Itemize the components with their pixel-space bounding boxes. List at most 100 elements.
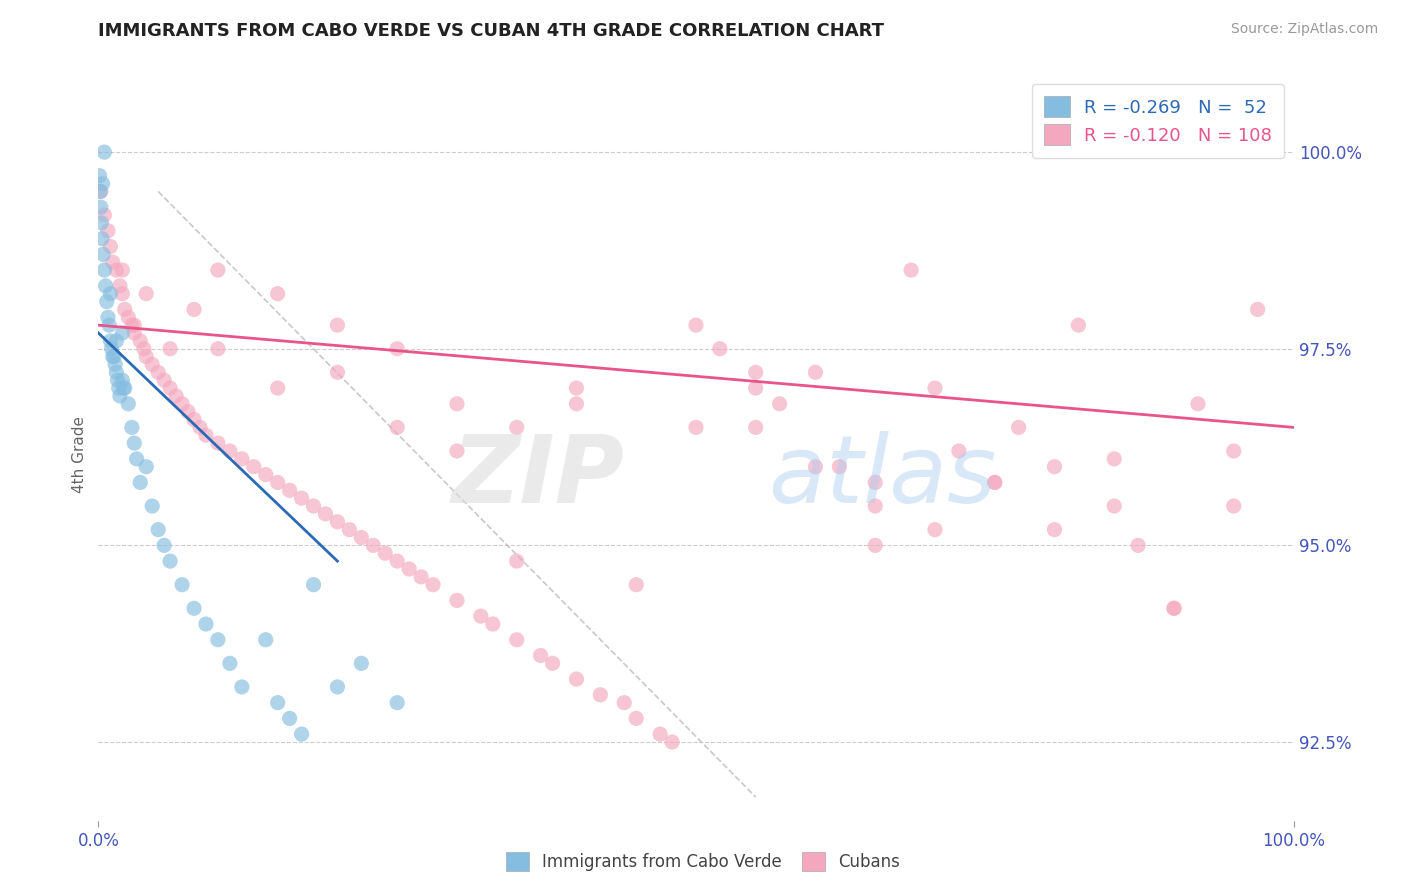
Point	[141, 358, 163, 372]
Point	[529, 648, 551, 663]
Point	[385, 420, 409, 434]
Point	[254, 632, 277, 647]
Point	[745, 381, 768, 395]
Point	[326, 515, 349, 529]
Text: atlas: atlas	[768, 432, 995, 523]
Point	[114, 381, 136, 395]
Point	[363, 538, 385, 552]
Point	[90, 200, 112, 214]
Point	[219, 657, 242, 671]
Point	[290, 727, 312, 741]
Point	[124, 436, 146, 450]
Point	[481, 617, 505, 632]
Point	[254, 467, 277, 482]
Point	[219, 444, 242, 458]
Point	[111, 286, 134, 301]
Point	[541, 657, 564, 671]
Point	[97, 224, 120, 238]
Point	[1007, 420, 1029, 434]
Point	[148, 523, 170, 537]
Point	[804, 365, 827, 379]
Point	[1222, 499, 1246, 513]
Point	[231, 680, 253, 694]
Point	[194, 617, 218, 632]
Point	[121, 318, 143, 333]
Point	[98, 334, 122, 348]
Point	[267, 286, 290, 301]
Point	[89, 185, 111, 199]
Point	[768, 397, 790, 411]
Point	[278, 483, 301, 498]
Point	[374, 546, 396, 560]
Point	[96, 294, 118, 309]
Point	[924, 523, 946, 537]
Point	[745, 420, 768, 434]
Point	[315, 507, 337, 521]
Point	[385, 696, 409, 710]
Point	[685, 318, 707, 333]
Point	[159, 554, 181, 568]
Point	[350, 531, 373, 545]
Point	[98, 318, 121, 333]
Point	[1163, 601, 1185, 615]
Point	[132, 342, 155, 356]
Point	[506, 632, 529, 647]
Point	[117, 310, 139, 325]
Point	[565, 397, 588, 411]
Point	[565, 381, 588, 395]
Point	[93, 263, 115, 277]
Point	[804, 459, 827, 474]
Point	[207, 263, 229, 277]
Point	[89, 169, 111, 183]
Point	[1163, 601, 1185, 615]
Point	[565, 672, 588, 686]
Point	[121, 420, 143, 434]
Point	[648, 727, 672, 741]
Point	[111, 373, 134, 387]
Point	[326, 318, 349, 333]
Point	[446, 444, 468, 458]
Point	[278, 711, 301, 725]
Point	[1222, 444, 1246, 458]
Point	[103, 350, 125, 364]
Point	[90, 216, 112, 230]
Point	[267, 696, 290, 710]
Point	[709, 342, 731, 356]
Point	[108, 278, 131, 293]
Point	[267, 475, 290, 490]
Point	[326, 365, 349, 379]
Legend: Immigrants from Cabo Verde, Cubans: Immigrants from Cabo Verde, Cubans	[498, 843, 908, 880]
Point	[94, 278, 117, 293]
Point	[111, 263, 134, 277]
Point	[105, 263, 128, 277]
Point	[984, 475, 1007, 490]
Point	[159, 342, 181, 356]
Point	[1067, 318, 1090, 333]
Point	[177, 405, 200, 419]
Point	[101, 350, 124, 364]
Point	[626, 577, 648, 591]
Point	[207, 632, 229, 647]
Point	[107, 373, 129, 387]
Point	[172, 397, 194, 411]
Point	[267, 381, 290, 395]
Point	[1102, 499, 1125, 513]
Point	[231, 451, 253, 466]
Point	[188, 420, 211, 434]
Point	[626, 711, 648, 725]
Point	[153, 373, 176, 387]
Point	[411, 570, 433, 584]
Point	[302, 577, 325, 591]
Y-axis label: 4th Grade: 4th Grade	[72, 417, 87, 493]
Point	[91, 247, 114, 261]
Point	[613, 696, 636, 710]
Text: Source: ZipAtlas.com: Source: ZipAtlas.com	[1230, 22, 1378, 37]
Point	[1128, 538, 1150, 552]
Point	[661, 735, 683, 749]
Point	[124, 326, 146, 340]
Point	[589, 688, 612, 702]
Point	[141, 499, 163, 513]
Point	[101, 255, 124, 269]
Point	[135, 350, 157, 364]
Point	[828, 459, 851, 474]
